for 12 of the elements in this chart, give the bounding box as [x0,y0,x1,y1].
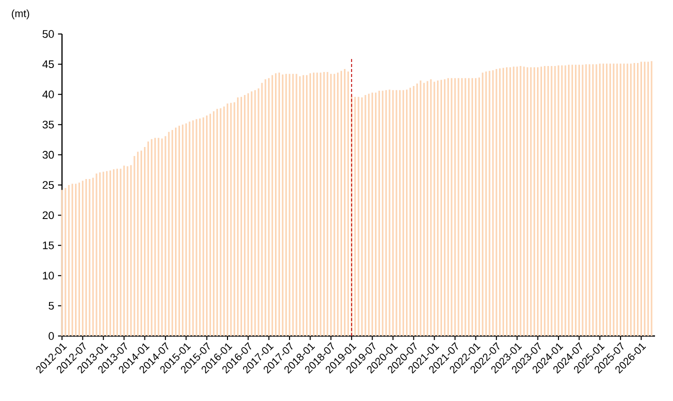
y-tick-label: 45 [42,60,54,68]
y-tick-label: 25 [42,181,54,189]
y-tick-label: 5 [48,302,54,310]
y-tick-label: 15 [42,242,54,250]
y-tick-label: 50 [42,30,54,38]
y-tick-label: 20 [42,211,54,220]
y-tick-label: 30 [42,150,54,159]
y-tick-label: 10 [42,272,54,280]
y-tick-label: 40 [42,90,54,98]
y-tick-label: 35 [42,120,54,128]
y-tick-label: 0 [48,332,54,340]
y-axis-title: (mt) [12,9,30,20]
